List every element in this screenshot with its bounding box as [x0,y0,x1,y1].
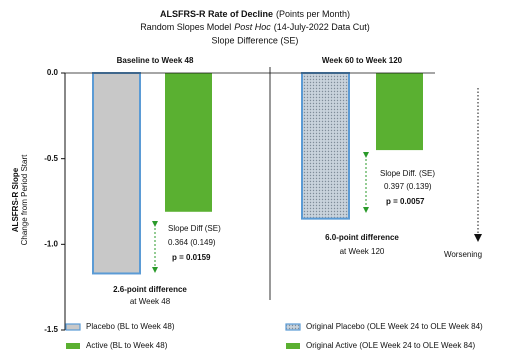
annotation: at Week 120 [340,247,385,256]
legend-label: Original Active (OLE Week 24 to OLE Week… [306,341,475,350]
legend-label: Original Placebo (OLE Week 24 to OLE Wee… [306,322,483,331]
y-axis-label2: Change from Period Start [20,154,29,245]
y-tick-label: -1.5 [44,325,58,334]
bar [165,73,212,212]
legend-swatch [65,323,81,331]
y-tick-label: 0.0 [47,68,59,77]
legend-swatch [286,343,300,349]
panel-title: Week 60 to Week 120 [322,56,403,65]
bar [301,72,350,220]
legend-swatch [66,343,80,349]
legend-swatch [285,323,301,331]
annotation: 6.0-point difference [325,233,399,242]
bar [92,72,141,275]
annotation: Slope Diff (SE) [168,224,221,233]
panel-title: Baseline to Week 48 [117,56,194,65]
subtitle: Random Slopes Model Post Hoc (14-July-2022… [140,22,370,32]
annotation: at Week 48 [130,297,171,306]
annotation: 0.397 (0.139) [384,182,432,191]
annotation: p = 0.0057 [386,197,425,206]
title-note: (Points per Month) [276,9,350,19]
y-axis-label: ALSFRS-R Slope [11,167,20,232]
subtitle-part: Random Slopes Model [140,22,231,32]
legend-label: Active (BL to Week 48) [86,341,168,350]
annotation: p = 0.0159 [172,253,211,262]
legend-label: Placebo (BL to Week 48) [86,322,175,331]
y-tick-label: -0.5 [44,154,58,163]
worsening-label: Worsening [444,250,482,259]
annotation: 0.364 (0.149) [168,238,216,247]
title: ALSFRS-R Rate of Decline [160,9,273,19]
annotation: 2.6-point difference [113,285,187,294]
subtitle-part: (14-July-2022 Data Cut) [274,22,370,32]
subtitle2: Slope Difference (SE) [212,35,299,45]
subtitle-part: Post Hoc [234,22,271,32]
y-tick-label: -1.0 [44,239,58,248]
chart-title: ALSFRS-R Rate of Decline (Points per Mont… [160,9,350,19]
annotation: Slope Diff. (SE) [380,169,435,178]
bar [376,73,423,151]
